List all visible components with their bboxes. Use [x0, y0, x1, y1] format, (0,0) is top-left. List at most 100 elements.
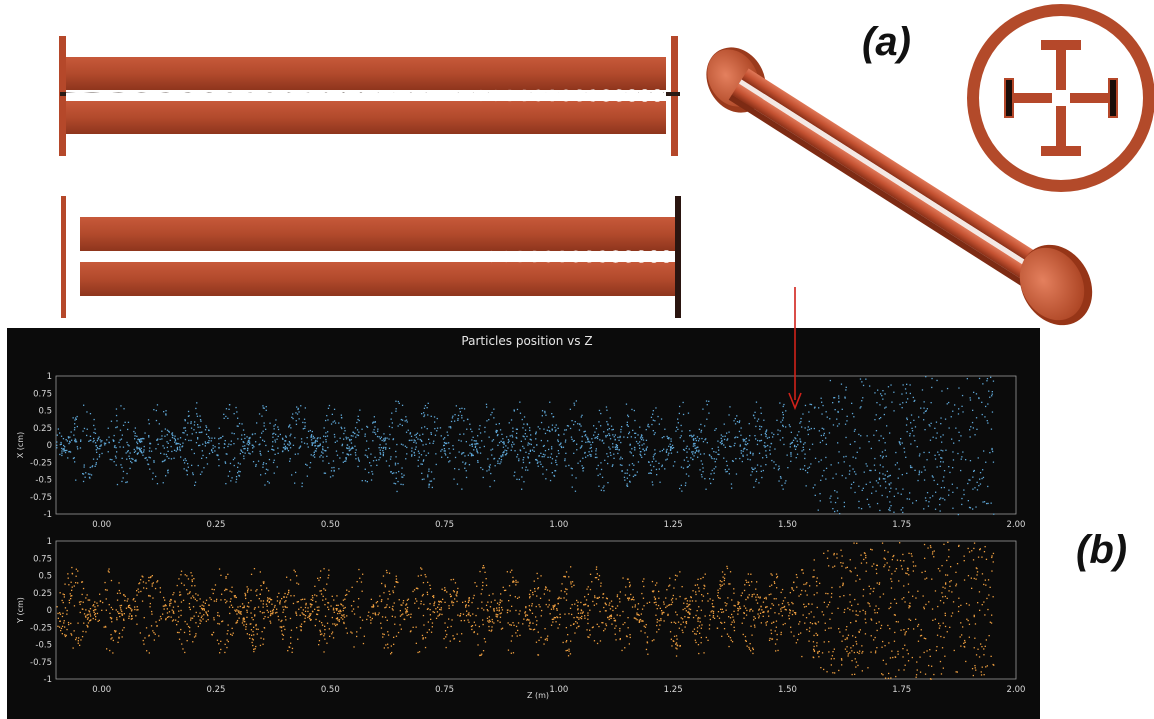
scatter-point	[851, 604, 853, 607]
scatter-point	[870, 618, 872, 620]
scatter-point	[553, 605, 555, 608]
scatter-point	[98, 619, 100, 621]
scatter-point	[412, 590, 414, 593]
scatter-point	[747, 458, 749, 460]
scatter-point	[495, 613, 497, 615]
scatter-point	[818, 461, 820, 463]
scatter-point	[943, 543, 945, 545]
scatter-point	[483, 445, 485, 448]
scatter-point	[505, 445, 507, 447]
scatter-point	[153, 639, 155, 641]
scatter-point	[876, 564, 878, 567]
scatter-point	[457, 614, 459, 616]
scatter-point	[207, 614, 209, 617]
scatter-point	[920, 634, 923, 637]
scatter-point	[400, 604, 402, 606]
scatter-point	[161, 430, 163, 432]
scatter-point	[114, 445, 116, 447]
scatter-point	[236, 613, 238, 615]
scatter-point	[85, 472, 87, 474]
scatter-point	[176, 447, 178, 450]
scatter-point	[632, 469, 634, 471]
scatter-point	[395, 408, 397, 410]
scatter-point	[388, 590, 390, 592]
scatter-point	[848, 473, 851, 475]
scatter-point	[683, 449, 686, 451]
scatter-point	[168, 431, 170, 433]
scatter-point	[790, 455, 792, 457]
scatter-point	[898, 580, 900, 582]
scatter-point	[986, 378, 989, 380]
scatter-point	[176, 449, 179, 451]
scatter-point	[235, 481, 237, 483]
scatter-point	[171, 432, 174, 434]
scatter-point	[319, 629, 321, 631]
scatter-point	[846, 415, 848, 417]
scatter-point	[383, 438, 385, 440]
scatter-point	[299, 446, 301, 448]
scatter-point	[600, 412, 602, 415]
scatter-point	[501, 609, 504, 611]
scatter-point	[733, 420, 735, 422]
scatter-point	[364, 454, 366, 456]
scatter-point	[319, 577, 321, 579]
scatter-point	[652, 413, 654, 415]
scatter-point	[659, 481, 661, 483]
scatter-point	[349, 440, 351, 442]
scatter-point	[507, 622, 509, 624]
scatter-point	[382, 575, 385, 577]
scatter-point	[396, 443, 398, 446]
scatter-point	[66, 613, 68, 615]
scatter-point	[443, 450, 445, 452]
scatter-point	[282, 638, 284, 640]
scatter-point	[585, 456, 587, 458]
scatter-point	[189, 591, 191, 593]
scatter-point	[240, 438, 243, 440]
scatter-point	[476, 450, 478, 452]
scatter-point	[628, 643, 630, 645]
scatter-point	[978, 591, 981, 593]
scatter-point	[388, 606, 391, 608]
scatter-point	[516, 478, 518, 480]
scatter-point	[949, 581, 951, 583]
scatter-point	[854, 567, 857, 569]
scatter-point	[227, 417, 229, 419]
scatter-point	[354, 427, 357, 429]
scatter-point	[696, 627, 699, 629]
scatter-point	[547, 456, 549, 458]
scatter-point	[490, 414, 492, 416]
scatter-point	[389, 433, 391, 436]
scatter-point	[269, 597, 271, 599]
scatter-point	[876, 582, 878, 584]
scatter-point	[304, 617, 306, 619]
scatter-point	[852, 645, 854, 647]
scatter-point	[754, 626, 756, 628]
scatter-point	[451, 602, 453, 604]
scatter-point	[692, 439, 695, 441]
scatter-point	[430, 433, 432, 435]
scatter-point	[426, 608, 429, 610]
scatter-point	[895, 568, 898, 570]
scatter-point	[435, 617, 438, 619]
scatter-point	[675, 647, 677, 649]
scatter-point	[525, 614, 527, 616]
scatter-point	[591, 438, 593, 440]
scatter-point	[103, 442, 106, 444]
scatter-point	[183, 631, 186, 634]
xtick-label: 1.00	[549, 520, 568, 530]
scatter-point	[358, 419, 360, 422]
xtick-label: 0.00	[92, 520, 111, 530]
scatter-point	[571, 486, 573, 488]
scatter-point	[852, 635, 854, 637]
scatter-point	[391, 651, 393, 654]
scatter-point	[659, 624, 661, 626]
scatter-point	[506, 452, 508, 454]
scatter-point	[533, 450, 535, 452]
scatter-point	[482, 567, 484, 569]
scatter-point	[56, 444, 58, 446]
scatter-point	[785, 426, 787, 428]
scatter-point	[871, 492, 873, 494]
scatter-point	[616, 594, 619, 596]
scatter-point	[382, 633, 384, 635]
scatter-point	[933, 550, 935, 552]
